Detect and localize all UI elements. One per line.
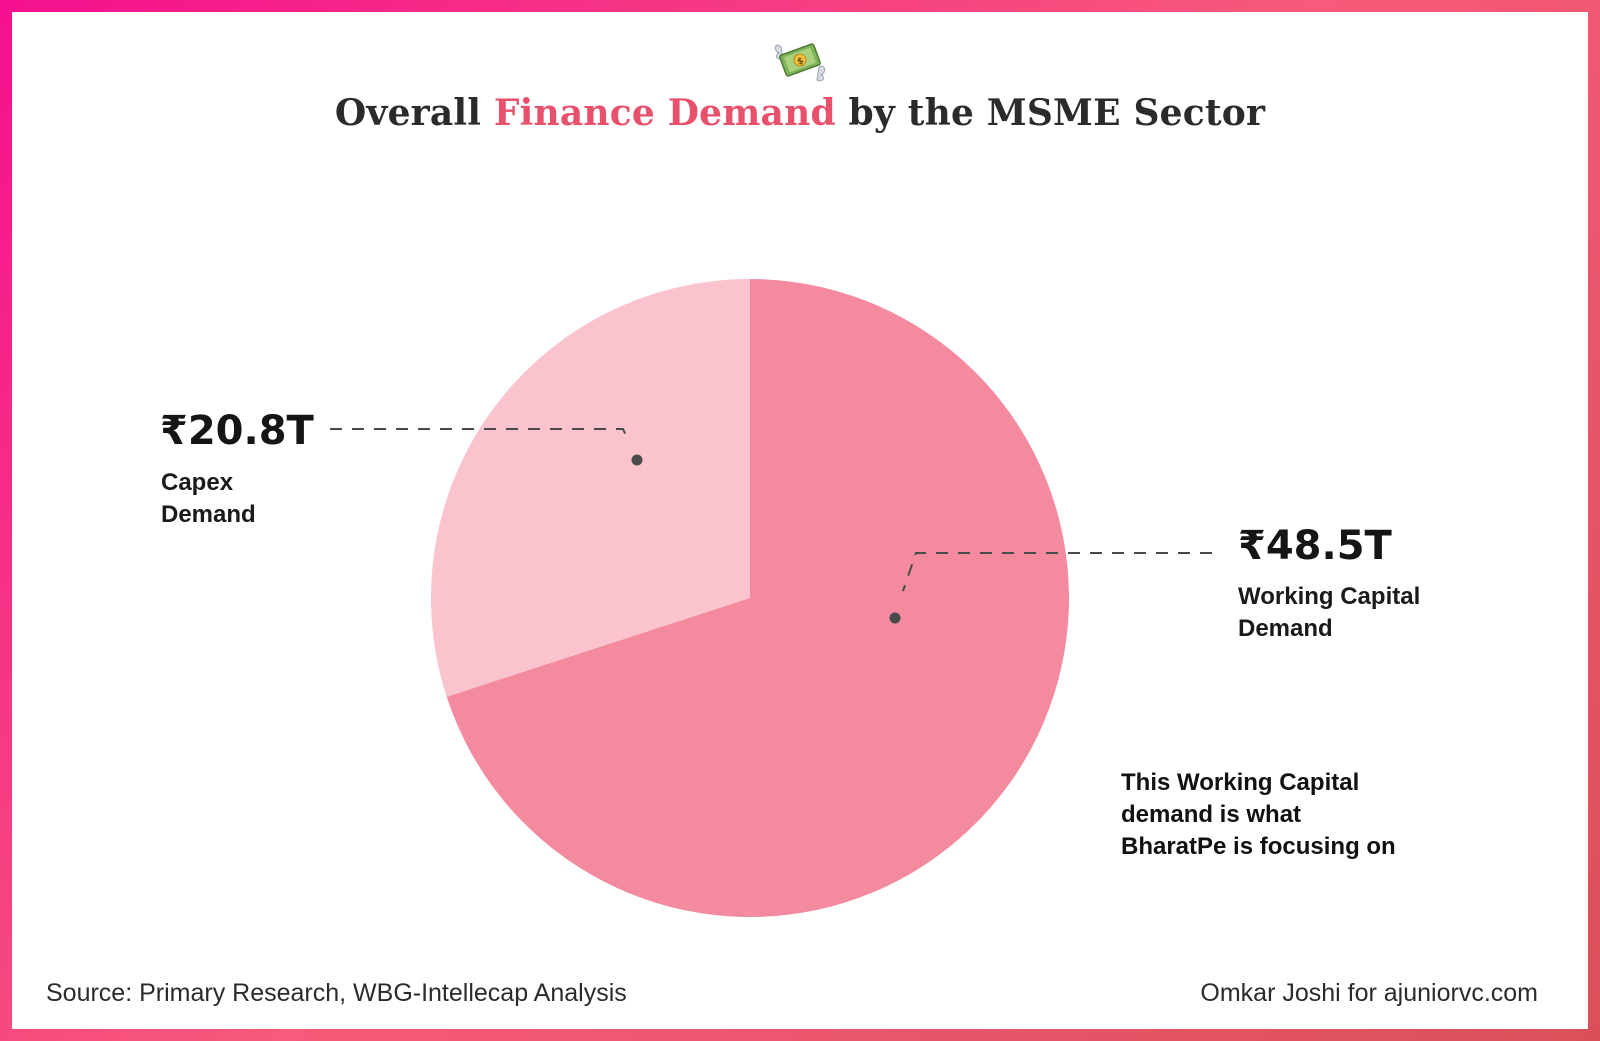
- capex-label: Capex Demand: [161, 467, 256, 531]
- title-suffix: by the MSME Sector: [835, 92, 1266, 134]
- annotation-line-3: BharatPe is focusing on: [1121, 833, 1396, 860]
- focus-annotation: This Working Capital demand is what Bhar…: [1121, 767, 1396, 863]
- money-with-wings-icon: $: [774, 43, 826, 82]
- title-highlight: Finance Demand: [493, 92, 836, 134]
- source-note: Source: Primary Research, WBG-Intellecap…: [46, 979, 627, 1007]
- annotation-line-2: demand is what: [1121, 801, 1302, 828]
- working-capital-label-line-2: Demand: [1238, 615, 1333, 642]
- working-capital-label-line-1: Working Capital: [1238, 583, 1421, 610]
- capex-leader-line: [330, 428, 630, 443]
- working-capital-leader-dot: [889, 612, 901, 624]
- author-credit: Omkar Joshi for ajuniorvc.com: [1200, 979, 1538, 1007]
- title-prefix: Overall: [334, 92, 494, 134]
- svg-text:$: $: [796, 56, 805, 68]
- pie-slice-working-capital: [446, 279, 1069, 918]
- chart-title: Overall Finance Demand by the MSME Secto…: [0, 92, 1600, 134]
- annotation-line-1: This Working Capital: [1121, 769, 1360, 796]
- capex-label-line-2: Demand: [161, 501, 256, 528]
- working-capital-value: ₹48.5T: [1238, 523, 1392, 569]
- capex-leader-dot: [631, 454, 643, 466]
- capex-label-line-1: Capex: [161, 469, 234, 496]
- working-capital-label: Working Capital Demand: [1238, 581, 1420, 645]
- capex-value: ₹20.8T: [160, 408, 314, 454]
- pie-slice-capex: [431, 279, 750, 697]
- working-capital-leader-line: [902, 552, 1212, 592]
